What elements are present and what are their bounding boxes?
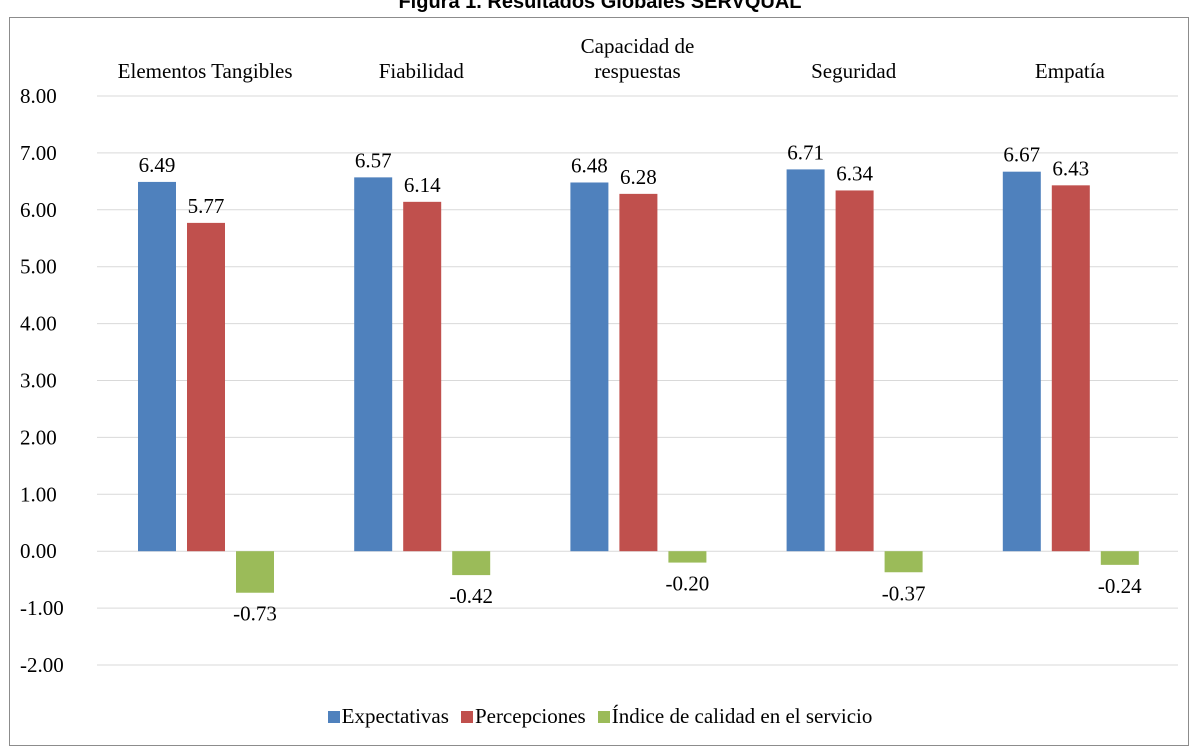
data-label: -0.73 bbox=[233, 602, 277, 626]
data-label: -0.20 bbox=[666, 572, 710, 596]
bar bbox=[236, 551, 274, 593]
bar bbox=[668, 551, 707, 563]
category-label: Capacidad de bbox=[581, 34, 695, 58]
data-label: 6.71 bbox=[787, 140, 824, 164]
bar bbox=[570, 182, 609, 552]
legend-swatch-expectativas bbox=[327, 710, 340, 723]
data-label: 6.34 bbox=[836, 161, 873, 185]
figure-title: Figura 1. Resultados Globales SERVQUAL bbox=[398, 0, 802, 13]
bar bbox=[1051, 185, 1090, 552]
category-label: Seguridad bbox=[811, 59, 897, 83]
bar bbox=[452, 551, 491, 576]
category-label: Elementos Tangibles bbox=[118, 59, 293, 83]
bar bbox=[835, 190, 874, 552]
data-label: 6.28 bbox=[620, 165, 657, 189]
data-label: -0.24 bbox=[1098, 574, 1142, 598]
category-label: Empatía bbox=[1035, 59, 1106, 83]
legend-item-expectativas: Expectativas bbox=[327, 704, 449, 729]
y-tick-label: 0.00 bbox=[20, 539, 57, 563]
data-label: -0.42 bbox=[449, 584, 493, 608]
y-tick-label: 1.00 bbox=[20, 482, 57, 506]
chart-legend: Expectativas Percepciones Índice de cali… bbox=[0, 704, 1200, 729]
bar bbox=[1100, 551, 1139, 565]
data-label: 6.43 bbox=[1052, 156, 1089, 180]
legend-item-percepciones: Percepciones bbox=[460, 704, 586, 729]
bar bbox=[786, 169, 825, 552]
bar bbox=[884, 551, 923, 573]
y-tick-label: 3.00 bbox=[20, 369, 57, 393]
legend-label-expectativas: Expectativas bbox=[341, 704, 449, 728]
data-label: 6.67 bbox=[1003, 143, 1040, 167]
y-tick-label: 4.00 bbox=[20, 312, 57, 336]
data-label: 6.14 bbox=[404, 173, 441, 197]
y-tick-label: 8.00 bbox=[20, 84, 57, 108]
legend-swatch-indice bbox=[597, 710, 610, 723]
bar bbox=[187, 222, 225, 552]
legend-label-indice: Índice de calidad en el servicio bbox=[611, 704, 873, 728]
data-label: 6.57 bbox=[355, 148, 392, 172]
bar bbox=[403, 201, 442, 552]
bar bbox=[138, 181, 176, 552]
bar bbox=[354, 177, 393, 552]
category-label: respuestas bbox=[594, 59, 680, 83]
y-tick-label: 7.00 bbox=[20, 141, 57, 165]
data-label: -0.37 bbox=[882, 581, 926, 605]
data-label: 5.77 bbox=[188, 194, 225, 218]
y-tick-label: 5.00 bbox=[20, 255, 57, 279]
bar bbox=[1002, 171, 1041, 552]
y-tick-label: -1.00 bbox=[20, 596, 64, 620]
y-tick-label: 2.00 bbox=[20, 425, 57, 449]
legend-label-percepciones: Percepciones bbox=[474, 704, 586, 728]
category-label: Fiabilidad bbox=[379, 59, 465, 83]
y-tick-label: -2.00 bbox=[20, 653, 64, 677]
legend-swatch-percepciones bbox=[460, 710, 473, 723]
y-tick-label: 6.00 bbox=[20, 198, 57, 222]
legend-item-indice: Índice de calidad en el servicio bbox=[597, 704, 873, 729]
bar bbox=[619, 193, 658, 552]
data-label: 6.49 bbox=[139, 153, 176, 177]
data-label: 6.48 bbox=[571, 153, 608, 177]
